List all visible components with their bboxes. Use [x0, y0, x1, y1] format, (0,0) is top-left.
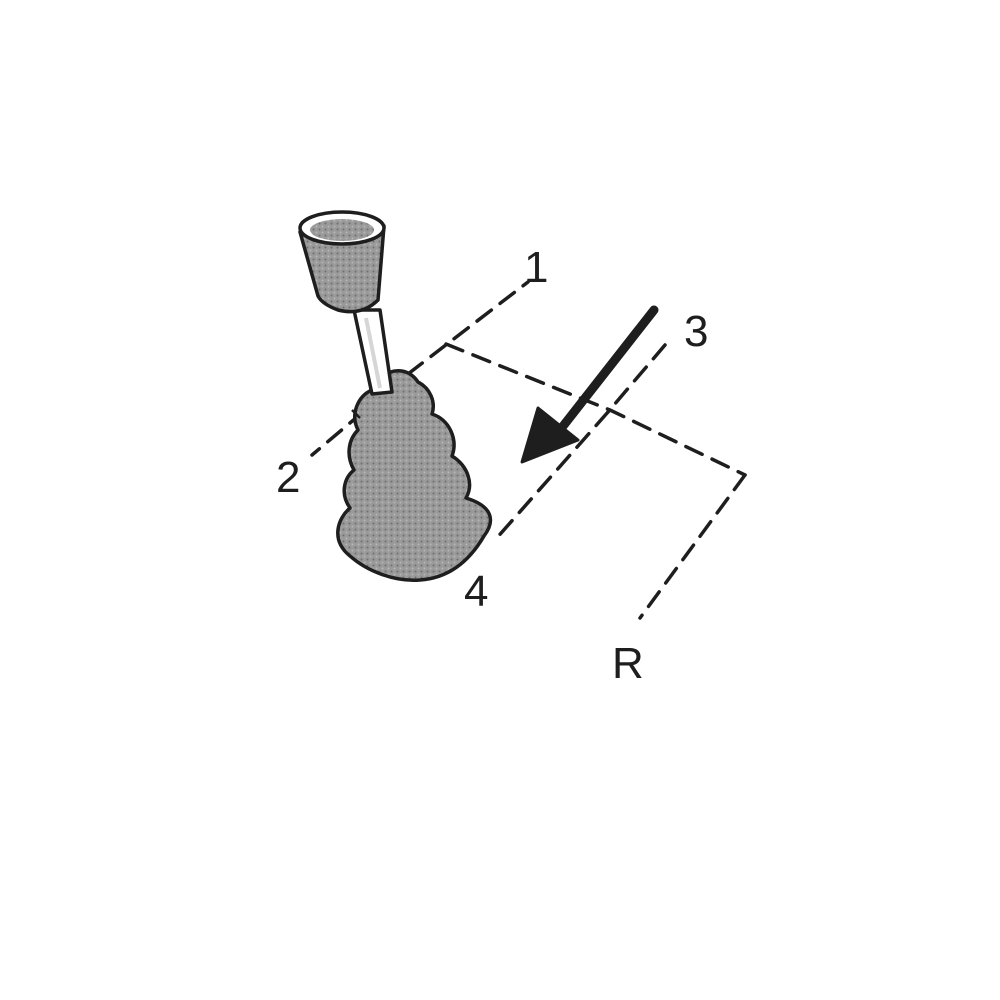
gear-knob [298, 224, 386, 314]
gear-label-second: 2 [276, 453, 300, 502]
lever-shaft-highlight [364, 317, 382, 389]
gate-line-first [406, 280, 530, 376]
gear-label-first: 1 [524, 243, 548, 292]
gate-line-third [606, 343, 667, 414]
gate-line-neutral-to-reverse [444, 342, 747, 477]
shift-boot [336, 369, 493, 582]
boot-inner-fold [351, 409, 361, 419]
gate-line-reverse [638, 473, 747, 620]
gear-label-fourth: 4 [464, 567, 488, 616]
gate-line-fourth [493, 410, 610, 542]
gear-knob-top-inner [310, 219, 374, 241]
shift-direction-arrow [520, 305, 659, 464]
gear-lever-icon [298, 210, 493, 582]
gear-label-third: 3 [684, 307, 708, 356]
gear-label-reverse: R [612, 639, 644, 688]
arrow-shaft [555, 305, 659, 435]
arrow-head [520, 406, 580, 464]
